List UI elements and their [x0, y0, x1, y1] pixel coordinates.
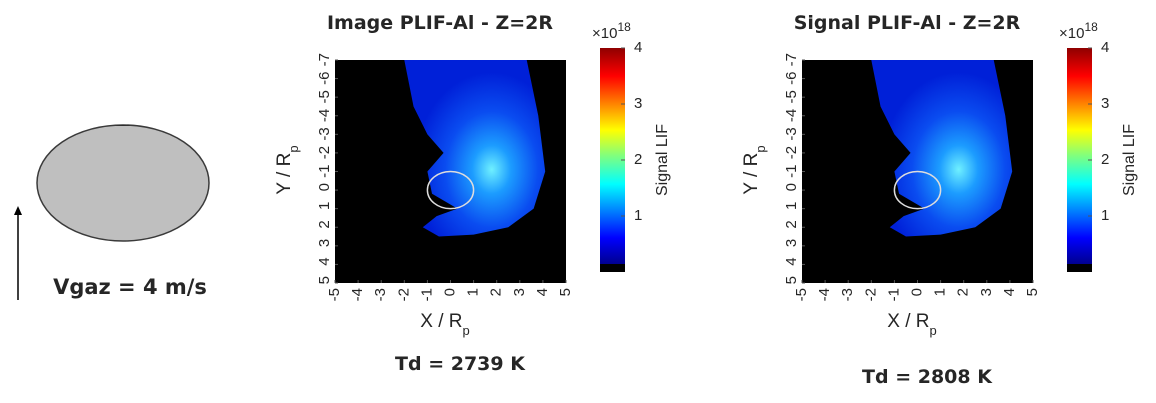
y-tick-label: -5	[783, 90, 800, 103]
y-tick-label: 4	[783, 257, 800, 265]
chart: Signal PLIF-Al - Z=2R-5 -4 -3 -2 -1 0 1 2 3 4 5-7-…	[741, 12, 1138, 388]
colorbar-under	[1067, 264, 1092, 272]
y-tick-label: 2	[316, 220, 333, 228]
y-tick-label: -6	[783, 72, 800, 85]
colorbar	[600, 48, 625, 264]
subscript: p	[930, 323, 937, 338]
colorbar-tick-label: 3	[634, 95, 642, 112]
colorbar-under	[600, 264, 625, 272]
y-tick-label: 2	[783, 220, 800, 228]
x-axis-label: X / Rp	[420, 311, 469, 338]
y-tick-label: -5	[316, 90, 333, 103]
colorbar	[1067, 48, 1092, 264]
x-tick-label: 5	[1024, 288, 1041, 296]
colorbar-exponent: 18	[617, 20, 631, 34]
x-tick-label: -3	[839, 288, 856, 301]
y-tick-label: 5	[783, 276, 800, 284]
subscript: p	[753, 145, 768, 152]
caption: Td = 2739 K	[395, 353, 526, 375]
arrow-head	[14, 206, 22, 215]
x-tick-label: -2	[395, 288, 412, 301]
colorbar-tick-label: 1	[1101, 207, 1109, 224]
flow-schematic: Vgaz = 4 m/s	[14, 124, 210, 300]
x-tick-label: 0	[908, 288, 925, 296]
y-tick-label: 3	[783, 239, 800, 247]
colorbar-tick-label: 3	[1101, 95, 1109, 112]
y-tick-label: 0	[783, 183, 800, 191]
x-tick-label: -4	[816, 288, 833, 301]
y-tick-label: -7	[316, 53, 333, 66]
y-tick-label: 0	[316, 183, 333, 191]
y-tick-label: 1	[783, 202, 800, 210]
x-tick-label: -1	[885, 288, 902, 301]
y-tick-label: -4	[316, 109, 333, 122]
subscript: p	[286, 145, 301, 152]
x-tick-label: 0	[441, 288, 458, 296]
chart-title: Signal PLIF-Al - Z=2R	[794, 12, 1021, 34]
y-axis-label: Y / Rp	[741, 145, 768, 194]
chart: Image PLIF-Al - Z=2R-5 -4 -3 -2 -1 0 1 2 3 4 5-7-6…	[274, 12, 671, 375]
y-axis-label: Y / Rp	[274, 145, 301, 194]
colorbar-exponent: 18	[1084, 20, 1098, 34]
subscript: p	[463, 323, 470, 338]
velocity-label: Vgaz = 4 m/s	[53, 275, 207, 299]
x-tick-label: 1	[932, 288, 949, 296]
x-tick-label: -5	[326, 288, 343, 301]
x-tick-label: 4	[534, 288, 551, 296]
particle	[37, 125, 209, 241]
y-tick-label: 5	[316, 276, 333, 284]
y-tick-label: -3	[783, 127, 800, 140]
y-tick-label: -1	[783, 165, 800, 178]
plume	[871, 60, 1013, 237]
particle-outline	[36, 124, 210, 242]
particle-outline	[893, 170, 942, 210]
chart-title: Image PLIF-Al - Z=2R	[327, 12, 553, 34]
colorbar-tick-label: 4	[634, 39, 642, 56]
x-tick-label: 2	[488, 288, 505, 296]
y-tick-label: 3	[316, 239, 333, 247]
plume	[404, 60, 546, 237]
colorbar-scale: ×1018	[1059, 20, 1098, 42]
colorbar-tick-label: 1	[634, 207, 642, 224]
particle-outline	[426, 170, 475, 210]
y-tick-label: -7	[783, 53, 800, 66]
x-axis-label: X / Rp	[887, 311, 936, 338]
y-tick-label: -6	[316, 72, 333, 85]
x-tick-label: 4	[1001, 288, 1018, 296]
x-tick-label: 1	[465, 288, 482, 296]
x-tick-label: 2	[955, 288, 972, 296]
colorbar-scale: ×1018	[592, 20, 631, 42]
x-tick-label: -2	[862, 288, 879, 301]
x-tick-label: 3	[511, 288, 528, 296]
y-tick-label: 4	[316, 257, 333, 265]
colorbar-tick-label: 2	[634, 151, 642, 168]
colorbar-label: Signal LIF	[654, 124, 671, 196]
colorbar-tick-label: 2	[1101, 151, 1109, 168]
colorbar-tick-label: 4	[1101, 39, 1109, 56]
y-tick-label: -2	[783, 146, 800, 159]
colorbar-label: Signal LIF	[1121, 124, 1138, 196]
x-tick-label: 5	[557, 288, 574, 296]
x-tick-label: -4	[349, 288, 366, 301]
caption: Td = 2808 K	[862, 366, 993, 388]
y-tick-label: -4	[783, 109, 800, 122]
y-tick-label: 1	[316, 202, 333, 210]
y-tick-label: -1	[316, 165, 333, 178]
y-tick-label: -3	[316, 127, 333, 140]
x-tick-label: -3	[372, 288, 389, 301]
y-tick-label: -2	[316, 146, 333, 159]
x-tick-label: -5	[793, 288, 810, 301]
x-tick-label: -1	[418, 288, 435, 301]
x-tick-label: 3	[978, 288, 995, 296]
